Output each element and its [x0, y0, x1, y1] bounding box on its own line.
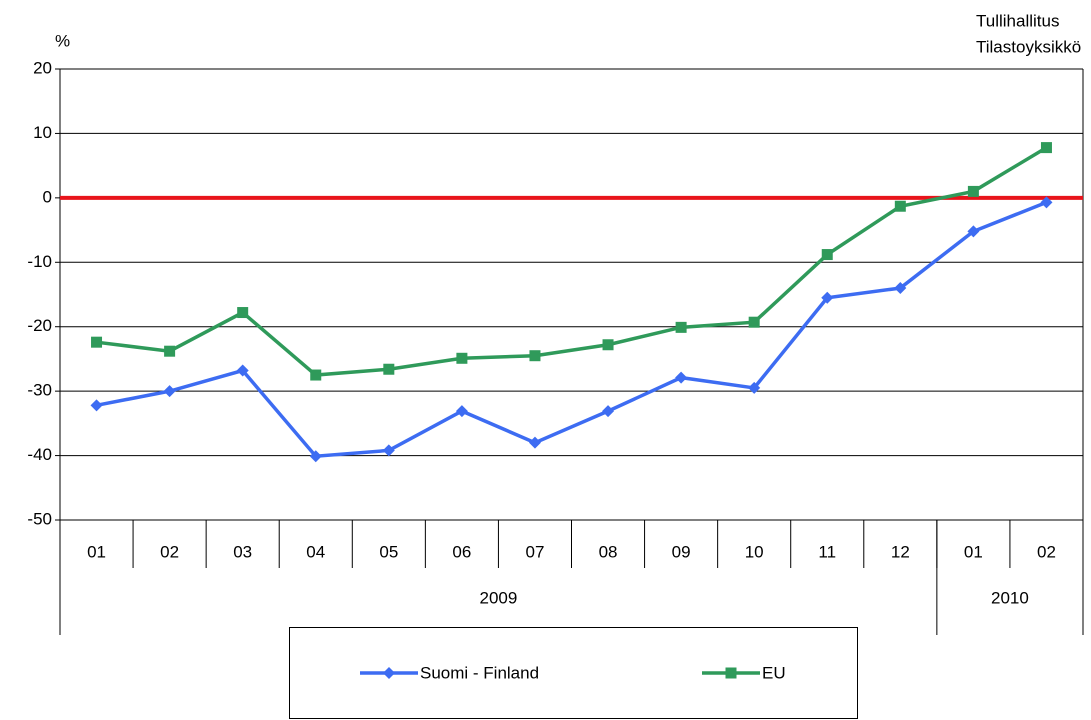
marker [602, 339, 614, 351]
marker [748, 316, 760, 328]
marker [675, 321, 687, 333]
source-line: Tullihallitus [976, 11, 1059, 30]
marker [967, 225, 980, 238]
marker [528, 436, 541, 449]
marker [309, 450, 322, 463]
x-tick-label: 02 [1037, 542, 1056, 561]
y-axis-label: % [55, 31, 70, 50]
y-tick-label: -10 [27, 252, 52, 271]
legend-marker [383, 667, 395, 679]
x-tick-label: 08 [599, 542, 618, 561]
x-tick-label: 10 [745, 542, 764, 561]
y-tick-label: -20 [27, 316, 52, 335]
marker [748, 381, 761, 394]
marker [382, 444, 395, 457]
x-tick-label: 06 [452, 542, 471, 561]
marker [894, 282, 907, 295]
marker [310, 369, 322, 381]
marker [675, 371, 688, 384]
y-tick-label: 20 [33, 58, 52, 77]
marker [967, 185, 979, 197]
marker [164, 345, 176, 357]
y-tick-label: -30 [27, 381, 52, 400]
marker [236, 364, 249, 377]
marker [821, 249, 833, 261]
marker [894, 200, 906, 212]
marker [529, 350, 541, 362]
marker [237, 307, 249, 319]
marker [602, 405, 615, 418]
x-tick-label: 12 [891, 542, 910, 561]
marker [456, 352, 468, 364]
y-tick-label: -40 [27, 445, 52, 464]
legend-marker [725, 667, 737, 679]
marker [1040, 196, 1053, 209]
x-tick-label: 05 [379, 542, 398, 561]
marker [1040, 142, 1052, 154]
x-tick-label: 01 [964, 542, 983, 561]
group-label: 2010 [991, 588, 1029, 607]
y-tick-label: 0 [43, 187, 52, 206]
marker [91, 336, 103, 348]
x-tick-label: 07 [526, 542, 545, 561]
marker [90, 399, 103, 412]
marker [821, 291, 834, 304]
y-tick-label: 10 [33, 123, 52, 142]
marker [383, 363, 395, 375]
series-line [96, 200, 1048, 459]
x-tick-label: 11 [818, 542, 836, 561]
y-tick-label: -50 [27, 509, 52, 528]
x-tick-label: 04 [306, 542, 325, 561]
marker [163, 385, 176, 398]
legend-label: EU [762, 663, 786, 682]
x-tick-label: 09 [672, 542, 691, 561]
source-line: Tilastoyksikkö [976, 37, 1081, 56]
marker [455, 405, 468, 418]
x-tick-label: 01 [87, 542, 106, 561]
group-label: 2009 [480, 588, 518, 607]
legend-label: Suomi - Finland [420, 663, 539, 682]
x-tick-label: 03 [233, 542, 252, 561]
series-line [96, 146, 1048, 377]
x-tick-label: 02 [160, 542, 179, 561]
